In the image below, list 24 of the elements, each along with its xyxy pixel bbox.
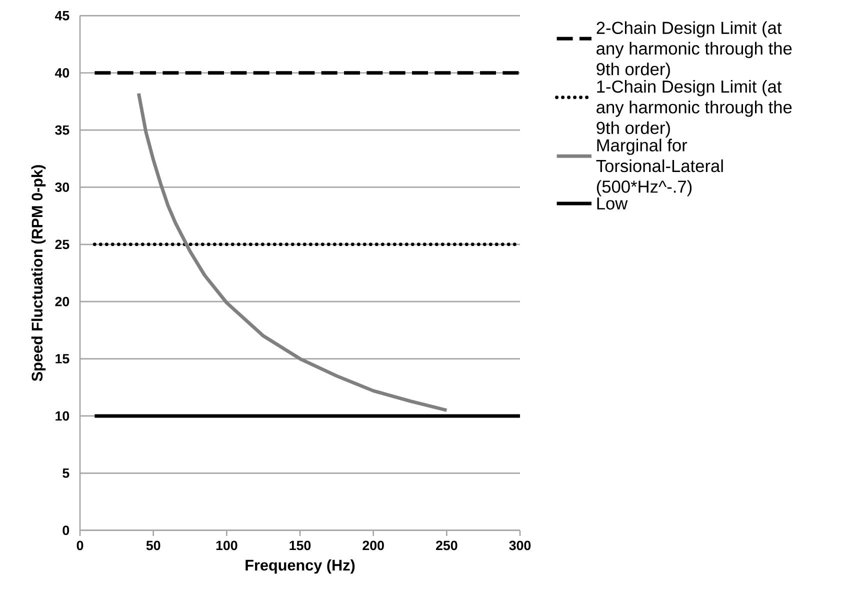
y-axis-title: Speed Fluctuation (RPM 0-pk) [31,165,46,382]
y-tick-label: 10 [56,411,70,421]
legend-label: Marginal for Torsional-Lateral (500*Hz^-.7) [596,138,723,196]
y-tick-label: 0 [62,526,70,536]
line-series [136,92,448,412]
y-tick-label: 40 [54,68,70,78]
legend-label: Low [597,197,628,210]
x-tick-label: 300 [509,540,531,550]
legend-label: 1-Chain Design Limit (at any harmonic through the 9th order) [596,80,792,138]
x-tick-label: 0 [76,540,84,550]
x-tick-label: 50 [146,540,160,550]
x-tick-label: 150 [290,540,311,550]
y-tick-label: 25 [55,240,70,250]
y-tick-label: 30 [55,182,70,192]
y-tick-label: 5 [62,468,70,478]
y-tick-label: 15 [56,354,70,364]
legend-label: 2-Chain Design Limit (at any harmonic through the 9th order) [596,21,792,79]
x-tick-label: 200 [362,540,384,550]
x-tick-label: 250 [436,540,458,550]
y-tick-label: 20 [55,296,70,306]
y-tick-label: 35 [55,125,70,135]
x-tick-label: 100 [216,540,238,550]
y-tick-label: 45 [54,11,70,20]
x-axis-title: Frequency (Hz) [246,559,355,574]
